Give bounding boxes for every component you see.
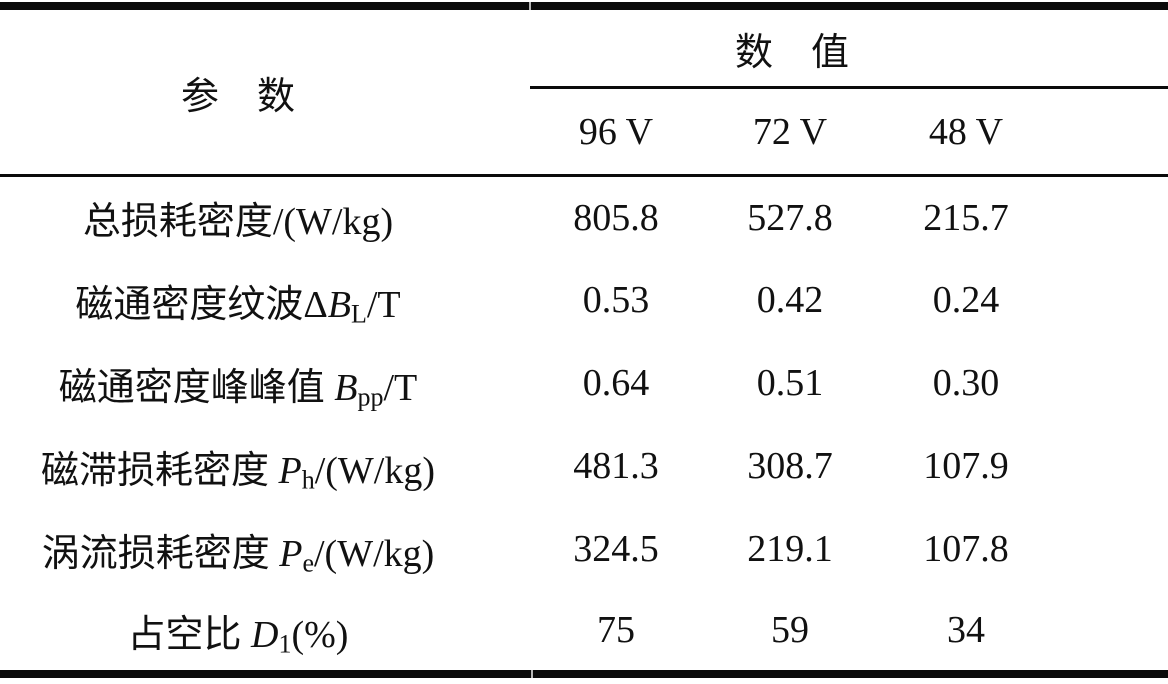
value-cell: 308.7 [747,445,833,487]
value-cell: 215.7 [923,196,1009,239]
col-header-48v: 48 V [878,87,1054,177]
row-label: 总损耗密度/(W/kg) [0,176,530,259]
row-label: 磁通密度峰峰值 Bpp/T [0,342,530,425]
label-text: 总损耗密度/(W/kg) [82,201,394,244]
value-cell: 527.8 [747,196,833,239]
value-cell: 0.30 [932,362,1000,404]
label-text: 磁通密度峰峰值 [58,366,335,409]
label-suffix: /T [366,283,401,326]
spacer-header-cell [1054,87,1168,177]
label-suffix: (%) [291,613,349,656]
label-subscript: 1 [278,629,292,659]
value-cell: 75 [597,609,635,651]
table-row: 占空比 D1(%) 75 59 34 [0,591,1168,674]
value-group-header-cell: 数 值 [530,6,1168,89]
col-header-96v: 96 V [530,87,702,177]
value-cell: 107.8 [923,528,1009,570]
value-cell: 219.1 [747,528,833,570]
label-symbol: D [251,613,279,656]
value-cell: 0.53 [582,279,650,321]
row-label: 磁通密度纹波ΔBL/T [0,259,530,342]
table-row: 涡流损耗密度 Pe/(W/kg) 324.5 219.1 107.8 [0,508,1168,591]
spacer-cell [1054,425,1168,508]
value-cell: 0.64 [582,362,650,404]
table-row: 总损耗密度/(W/kg) 805.8 527.8 215.7 [0,176,1168,259]
label-subscript: L [350,299,367,329]
value-cell: 481.3 [573,445,659,487]
label-suffix: /(W/kg) [314,449,436,492]
param-header-cell: 参 数 [0,6,530,177]
scan-rule-seam [529,2,531,10]
value-cell: 0.24 [932,279,1000,321]
scan-rule-seam [531,670,533,678]
label-suffix: /T [383,366,418,409]
table-row: 磁通密度峰峰值 Bpp/T 0.64 0.51 0.30 [0,342,1168,425]
label-subscript: pp [357,382,384,412]
spacer-cell [1054,508,1168,591]
spacer-cell [1054,591,1168,674]
label-symbol: B [334,366,358,409]
label-symbol: P [279,532,303,575]
col-header-72v: 72 V [702,87,878,177]
spacer-cell [1054,176,1168,259]
label-text: 涡流损耗密度 [41,532,280,575]
row-label: 磁滞损耗密度 Ph/(W/kg) [0,425,530,508]
label-symbol: P [278,449,302,492]
label-text: 磁滞损耗密度 [40,449,279,492]
label-subscript: e [302,548,314,578]
value-cell: 34 [947,609,985,651]
table-row: 磁滞损耗密度 Ph/(W/kg) 481.3 308.7 107.9 [0,425,1168,508]
param-header-label: 参 数 [180,75,295,118]
value-group-label: 数 值 [735,31,850,74]
row-label: 占空比 D1(%) [0,591,530,674]
header-row-group: 参 数 数 值 [0,6,1168,177]
table-row: 磁通密度纹波ΔBL/T 0.53 0.42 0.24 [0,259,1168,342]
label-text: 占空比 [127,613,252,656]
header-row-voltages: 96 V 72 V 48 V [0,87,1168,177]
spacer-cell [1054,342,1168,425]
spacer-cell [1054,259,1168,342]
label-symbol: B [327,283,351,326]
value-cell: 324.5 [573,528,659,570]
value-cell: 107.9 [923,445,1009,487]
label-text: 磁通密度纹波Δ [75,283,328,326]
label-suffix: /(W/kg) [313,532,435,575]
label-subscript: h [301,465,315,495]
row-label: 涡流损耗密度 Pe/(W/kg) [0,508,530,591]
value-cell: 0.51 [756,362,824,404]
value-cell: 805.8 [573,196,659,239]
value-cell: 0.42 [756,279,824,321]
value-cell: 59 [771,609,809,651]
